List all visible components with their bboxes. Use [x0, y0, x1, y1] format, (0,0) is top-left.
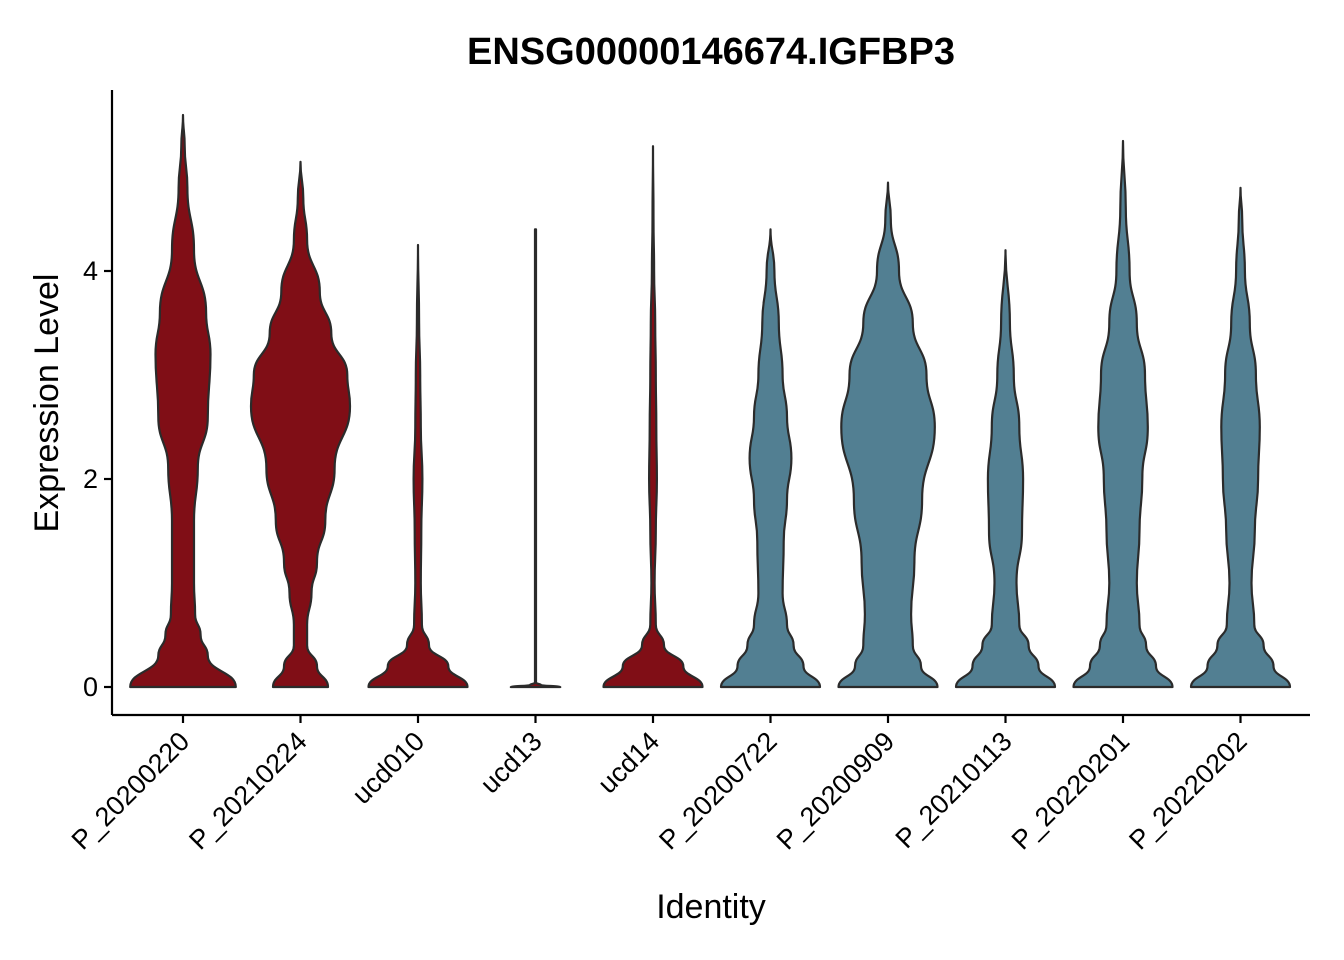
- x-tick-label-P_20200220: P_20200220: [66, 726, 196, 856]
- chart-title: ENSG00000146674.IGFBP3: [467, 31, 955, 73]
- y-axis-ticks: 0 2 4: [83, 256, 112, 702]
- x-tick-label-P_20200722: P_20200722: [653, 726, 783, 856]
- violin-P_20210224: [249, 160, 352, 689]
- violin-ucd010: [367, 243, 469, 689]
- violin-P_20200220: [129, 113, 237, 689]
- x-tick-label-P_20220202: P_20220202: [1123, 726, 1253, 856]
- x-tick-label-P_20210224: P_20210224: [183, 726, 313, 856]
- violin-P_20200722: [719, 228, 822, 689]
- y-tick-label: 0: [83, 672, 98, 702]
- x-tick-label-ucd13: ucd13: [475, 726, 548, 799]
- y-tick-label: 4: [83, 256, 98, 286]
- violin-ucd13: [509, 228, 562, 689]
- x-tick-label-P_20200909: P_20200909: [771, 726, 901, 856]
- x-axis-title: Identity: [656, 888, 766, 926]
- violin-P_20220201: [1072, 139, 1174, 689]
- x-tick-label-P_20210113: P_20210113: [890, 726, 1018, 854]
- violin-ucd14: [602, 145, 704, 689]
- violin-P_20200909: [837, 181, 939, 689]
- x-tick-label-ucd010: ucd010: [346, 726, 430, 810]
- y-axis-title: Expression Level: [28, 274, 66, 533]
- violin-P_20210113: [954, 249, 1057, 689]
- violin-layer: [129, 113, 1292, 689]
- x-tick-label-ucd14: ucd14: [592, 726, 665, 799]
- y-tick-label: 2: [83, 464, 98, 494]
- violin-P_20220202: [1189, 186, 1292, 689]
- x-tick-label-P_20220201: P_20220201: [1006, 726, 1136, 856]
